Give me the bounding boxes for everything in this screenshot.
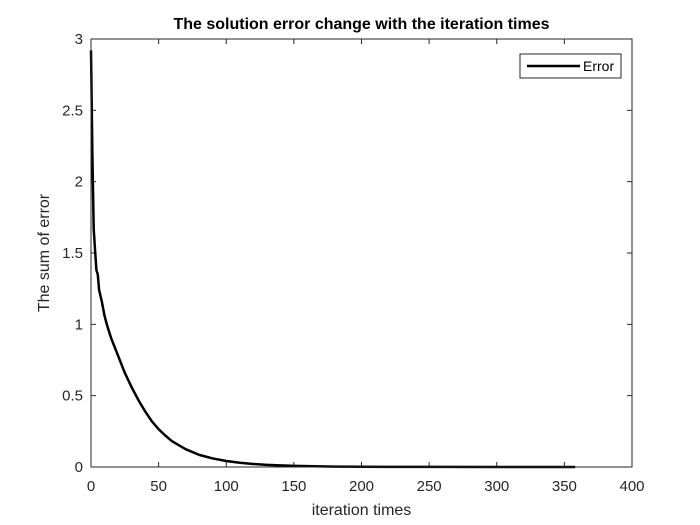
y-tick-label: 1 — [75, 316, 83, 333]
y-tick-label: 2 — [75, 174, 83, 191]
y-tick-label: 2.5 — [62, 102, 83, 119]
chart-title: The solution error change with the itera… — [173, 16, 549, 33]
y-tick-label: 0 — [75, 459, 83, 476]
legend-label-error: Error — [583, 58, 614, 74]
x-tick-label: 300 — [484, 478, 509, 495]
x-tick-label: 50 — [150, 478, 167, 495]
plot-frame — [90, 38, 633, 468]
legend: Error — [519, 53, 622, 79]
y-axis-title: The sum of error — [36, 193, 53, 312]
series-layer — [89, 50, 576, 469]
x-tick-label: 400 — [619, 478, 644, 495]
x-tick-label: 250 — [417, 478, 442, 495]
ticks-layer: 0 50 100 150 200 250 300 350 400 0 0.5 1 1.5 2 2.5 3 — [62, 31, 644, 495]
x-tick-label: 0 — [87, 478, 95, 495]
x-tick-label: 100 — [214, 478, 239, 495]
plot-area — [91, 39, 632, 467]
x-tick-label: 350 — [552, 478, 577, 495]
y-tick-label: 0.5 — [62, 388, 83, 405]
x-axis-title: iteration times — [312, 502, 412, 519]
series-line-error — [89, 50, 576, 469]
y-tick-label: 3 — [75, 31, 83, 48]
y-tick-label: 1.5 — [62, 245, 83, 262]
x-tick-label: 200 — [349, 478, 374, 495]
x-tick-label: 150 — [281, 478, 306, 495]
